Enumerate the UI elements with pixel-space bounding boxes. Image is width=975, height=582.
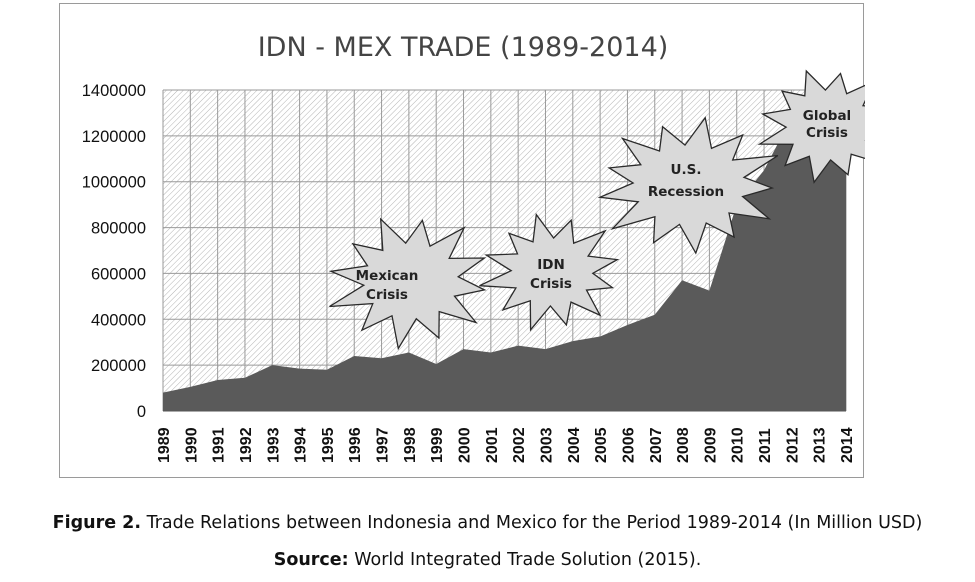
chart-title: IDN - MEX TRADE (1989-2014) [258,32,669,63]
x-tick-label: 1997 [375,427,392,463]
annotation-burst: U.S. Recession [597,116,779,255]
x-tick-label: 1992 [238,427,255,463]
x-tick-label: 2010 [730,427,747,463]
x-tick-label: 1994 [293,427,310,463]
x-tick-label: 1996 [347,427,364,463]
annotation-label: Crisis [530,276,572,292]
annotation-label: U.S. [671,162,702,178]
y-tick-label: 800000 [91,220,146,238]
x-tick-label: 2002 [511,427,528,463]
x-tick-label: 2014 [839,427,856,463]
x-tick-label: 2006 [620,427,637,463]
y-tick-label: 400000 [91,311,146,329]
source-label: Source: [273,550,349,570]
figure-caption-text: Trade Relations between Indonesia and Me… [141,513,923,533]
figure-label: Figure 2. [52,513,142,533]
x-tick-label: 2004 [566,427,583,463]
x-tick-label: 2001 [484,427,501,463]
annotation-burst: Mexican Crisis [328,217,487,351]
x-tick-label: 1989 [156,427,173,463]
x-tick-label: 2003 [538,427,555,463]
source-text: World Integrated Trade Solution (2015). [348,550,702,570]
starburst-shape [479,212,620,332]
trade-area-chart: IDN - MEX TRADE (1989-2014) 0 200000 400000… [82,32,865,463]
x-tick-label: 2009 [702,427,719,463]
x-tick-label: 2000 [457,427,474,463]
x-tick-label: 2011 [757,428,774,463]
x-tick-label: 1998 [402,427,419,463]
chart-container: IDN - MEX TRADE (1989-2014) 0 200000 400000… [59,3,865,478]
x-tick-label: 2012 [784,427,801,463]
annotation-label: IDN [537,257,565,273]
starburst-shape [328,217,487,351]
annotation-label: Mexican [356,268,419,284]
annotation-label: Crisis [366,287,408,303]
y-tick-label: 0 [137,403,146,421]
y-tick-label: 1200000 [82,128,146,146]
figure-caption: Figure 2. Trade Relations between Indone… [0,513,975,533]
x-tick-label: 1995 [320,427,337,463]
y-tick-label: 200000 [91,357,146,375]
x-tick-label: 2007 [648,427,665,463]
starburst-shape [597,116,779,255]
x-tick-label: 1991 [211,427,228,463]
y-tick-label: 1000000 [82,174,146,192]
starburst-shape [757,69,865,184]
x-tick-label: 1999 [429,427,446,463]
annotation-label: Global [803,108,851,124]
annotation-label: Crisis [806,125,848,141]
x-tick-label: 1990 [183,427,200,463]
x-tick-label: 1993 [265,427,282,463]
source-caption: Source: World Integrated Trade Solution … [0,550,975,570]
y-tick-label: 600000 [91,265,146,283]
x-tick-label: 2013 [812,427,829,463]
x-tick-label: 2008 [675,427,692,463]
x-tick-label: 2005 [593,427,610,463]
trade-area-series [163,117,846,411]
y-tick-label: 1400000 [82,82,146,100]
annotation-burst: IDN Crisis [479,212,620,332]
annotation-label: Recession [648,184,724,200]
